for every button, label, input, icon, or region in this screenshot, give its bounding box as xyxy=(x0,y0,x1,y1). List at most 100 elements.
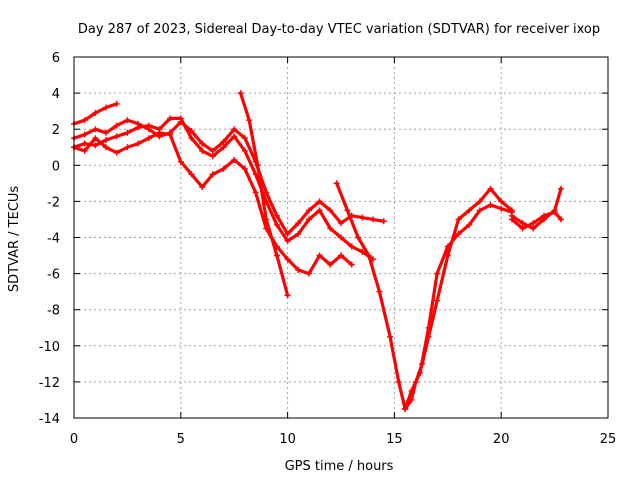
series-trace-7 xyxy=(402,202,515,412)
y-tick-label: -12 xyxy=(39,376,60,391)
data-point xyxy=(338,220,344,227)
data-point xyxy=(209,153,216,160)
data-point xyxy=(231,133,238,140)
series-line xyxy=(72,118,386,236)
y-tick-label: 6 xyxy=(52,51,60,66)
data-point xyxy=(113,133,120,140)
x-tick-label: 15 xyxy=(386,432,403,447)
data-point xyxy=(455,216,462,223)
data-point xyxy=(167,131,174,138)
data-point xyxy=(408,387,415,394)
data-point xyxy=(487,185,494,192)
data-point xyxy=(145,135,152,142)
data-point xyxy=(188,128,195,134)
data-point xyxy=(81,147,88,154)
data-point xyxy=(241,147,248,154)
data-point xyxy=(103,137,109,143)
data-point xyxy=(113,100,120,107)
y-tick-label: -4 xyxy=(47,232,60,247)
y-tick-label: 2 xyxy=(52,123,60,138)
data-point xyxy=(508,216,515,223)
data-point xyxy=(344,207,351,214)
data-point xyxy=(199,147,206,154)
data-point xyxy=(124,129,131,136)
data-point xyxy=(455,230,462,237)
data-point xyxy=(519,225,526,232)
data-point xyxy=(284,230,291,237)
data-point xyxy=(135,140,142,147)
data-point xyxy=(551,209,558,216)
data-point xyxy=(359,248,366,255)
data-series xyxy=(71,90,564,412)
data-point xyxy=(188,171,195,178)
data-point xyxy=(231,126,238,133)
chart-title: Day 287 of 2023, Sidereal Day-to-day VTE… xyxy=(78,22,600,37)
data-point xyxy=(92,135,99,142)
data-point xyxy=(380,218,387,225)
data-point xyxy=(540,212,547,219)
data-point xyxy=(466,207,473,214)
data-point xyxy=(316,207,323,214)
data-point xyxy=(241,135,248,142)
data-point xyxy=(466,221,473,228)
data-point xyxy=(355,234,362,241)
data-point xyxy=(306,207,312,214)
data-point xyxy=(199,184,206,190)
y-tick-label: -10 xyxy=(39,340,60,355)
data-point xyxy=(237,90,244,97)
data-point xyxy=(209,147,216,154)
data-point xyxy=(92,142,99,149)
series-trace-8 xyxy=(508,185,564,232)
y-tick-label: -8 xyxy=(47,304,60,319)
x-axis-label: GPS time / hours xyxy=(285,459,394,474)
data-point xyxy=(519,220,526,227)
data-point xyxy=(395,378,402,385)
data-point xyxy=(135,124,142,131)
data-point xyxy=(124,144,131,151)
data-point xyxy=(241,165,248,172)
series-trace-6 xyxy=(333,180,515,412)
data-point xyxy=(306,216,312,223)
series-trace-1 xyxy=(71,100,120,127)
data-point xyxy=(81,140,88,147)
x-tick-label: 0 xyxy=(70,432,78,447)
data-point xyxy=(558,216,564,223)
x-tick-label: 10 xyxy=(279,432,296,447)
data-point xyxy=(444,243,451,250)
data-point xyxy=(188,135,195,142)
data-point xyxy=(530,225,537,232)
data-point xyxy=(273,221,280,228)
gridlines xyxy=(74,57,608,418)
data-point xyxy=(199,140,206,147)
data-point xyxy=(81,131,88,138)
data-point xyxy=(92,126,99,133)
data-point xyxy=(327,261,334,268)
data-point xyxy=(387,333,394,340)
data-point xyxy=(434,270,441,277)
data-point xyxy=(338,252,344,259)
data-point xyxy=(558,185,564,192)
data-point xyxy=(402,406,409,412)
data-point xyxy=(220,165,227,172)
data-point xyxy=(487,202,494,208)
data-point xyxy=(295,267,302,273)
data-point xyxy=(338,234,344,241)
data-point xyxy=(220,138,227,145)
series-trace-3 xyxy=(71,115,376,263)
data-point xyxy=(167,115,174,122)
data-point xyxy=(263,216,270,223)
y-axis-label: SDTVAR / TECUs xyxy=(7,186,22,293)
data-point xyxy=(327,225,334,232)
data-point xyxy=(113,122,120,129)
data-point xyxy=(92,110,99,116)
data-point xyxy=(145,122,152,129)
data-point xyxy=(295,230,302,237)
data-point xyxy=(476,198,483,205)
data-point xyxy=(252,189,259,196)
data-point xyxy=(359,214,366,221)
data-point xyxy=(156,129,163,136)
series-line xyxy=(239,91,290,297)
data-point xyxy=(370,216,376,223)
data-point xyxy=(81,117,88,124)
